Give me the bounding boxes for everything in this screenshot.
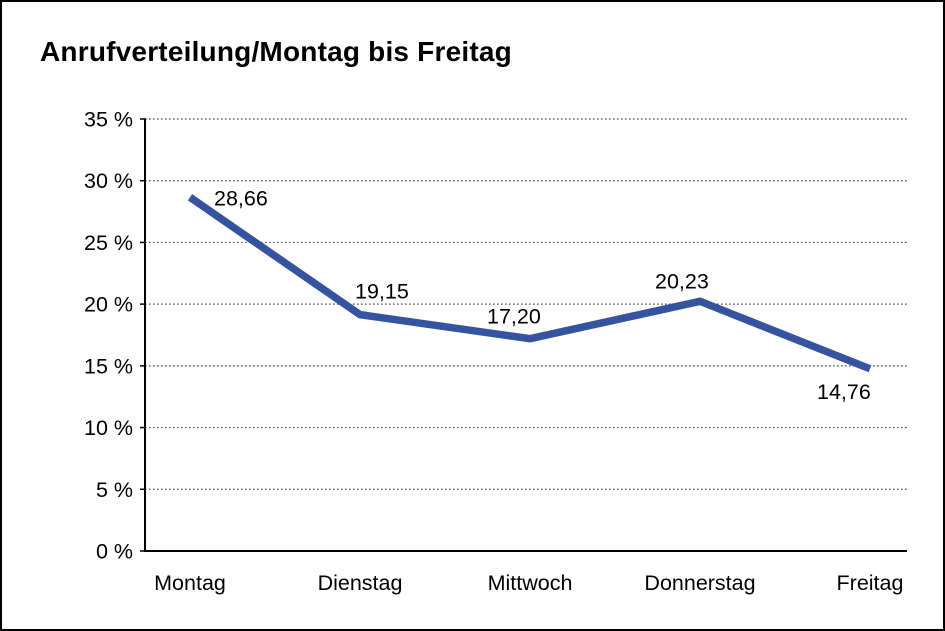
data-value-label: 14,76 bbox=[817, 380, 871, 404]
y-tick-label: 0 % bbox=[96, 540, 133, 564]
data-value-label: 28,66 bbox=[214, 186, 268, 210]
data-value-label: 17,20 bbox=[487, 305, 541, 329]
data-value-label: 19,15 bbox=[355, 280, 409, 304]
x-category-label: Freitag bbox=[837, 571, 904, 595]
x-category-label: Montag bbox=[154, 571, 226, 595]
y-tick-label: 10 % bbox=[84, 416, 133, 440]
x-category-label: Mittwoch bbox=[488, 571, 573, 595]
x-category-label: Donnerstag bbox=[644, 571, 755, 595]
y-tick-label: 5 % bbox=[96, 478, 133, 502]
y-tick-label: 25 % bbox=[84, 231, 133, 255]
y-tick-label: 30 % bbox=[84, 169, 133, 193]
data-value-label: 20,23 bbox=[655, 269, 709, 293]
y-tick-label: 15 % bbox=[84, 354, 133, 378]
x-category-label: Dienstag bbox=[318, 571, 403, 595]
data-line bbox=[187, 194, 872, 373]
y-tick-label: 20 % bbox=[84, 293, 133, 317]
chart-title: Anrufverteilung/Montag bis Freitag bbox=[40, 36, 512, 67]
y-tick-label: 35 % bbox=[84, 108, 133, 132]
